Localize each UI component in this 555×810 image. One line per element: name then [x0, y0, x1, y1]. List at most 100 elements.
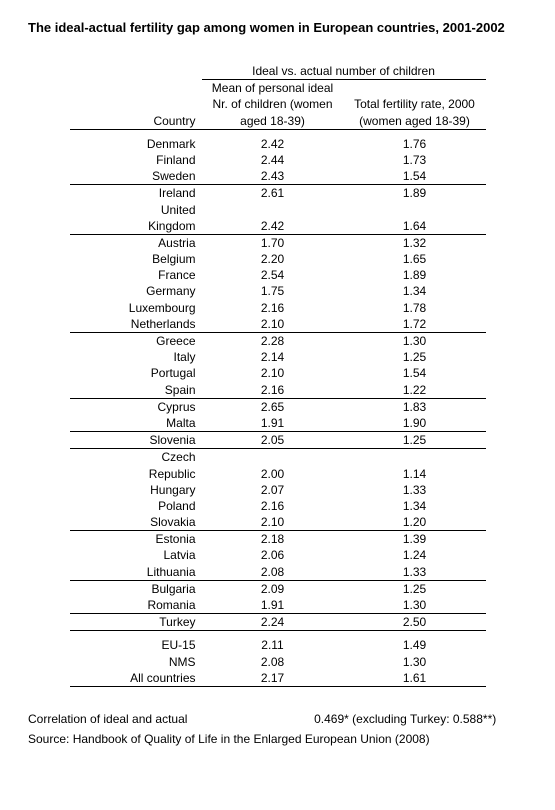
table-row: Turkey2.242.50 [70, 614, 486, 631]
correlation-label: Correlation of ideal and actual [28, 712, 187, 726]
correlation-value: 0.469* (excluding Turkey: 0.588**) [314, 712, 496, 726]
table-row: Finland2.441.73 [70, 152, 486, 168]
cell-tfr: 1.30 [344, 654, 486, 670]
cell-ideal: 1.91 [202, 415, 344, 432]
table-row: Slovenia2.051.25 [70, 432, 486, 449]
cell-ideal: 2.11 [202, 637, 344, 653]
cell-country: Poland [70, 498, 202, 514]
table-row: Romania1.911.30 [70, 597, 486, 614]
table-row: Luxembourg2.161.78 [70, 300, 486, 316]
cell-tfr: 1.54 [344, 168, 486, 185]
fertility-table: Ideal vs. actual number of children Coun… [70, 63, 486, 687]
header-spanning: Ideal vs. actual number of children [202, 63, 486, 80]
cell-ideal: 2.10 [202, 514, 344, 531]
table-row: Malta1.911.90 [70, 415, 486, 432]
cell-tfr: 1.49 [344, 637, 486, 653]
cell-ideal: 2.06 [202, 547, 344, 563]
cell-country: France [70, 267, 202, 283]
cell-tfr: 1.61 [344, 670, 486, 687]
header-ideal: Mean of personal ideal Nr. of children (… [202, 80, 344, 130]
cell-ideal: 2.16 [202, 300, 344, 316]
cell-ideal: 2.10 [202, 365, 344, 381]
table-row: Netherlands2.101.72 [70, 316, 486, 333]
table-row: Austria1.701.32 [70, 234, 486, 251]
cell-ideal: 2.08 [202, 564, 344, 581]
cell-country: Estonia [70, 531, 202, 548]
cell-tfr: 1.25 [344, 349, 486, 365]
table-row: Czech [70, 449, 486, 466]
table-row: United [70, 202, 486, 218]
cell-ideal: 2.16 [202, 498, 344, 514]
cell-ideal: 2.14 [202, 349, 344, 365]
cell-tfr: 1.76 [344, 136, 486, 152]
cell-country: Denmark [70, 136, 202, 152]
cell-tfr: 1.14 [344, 466, 486, 482]
cell-ideal: 2.07 [202, 482, 344, 498]
cell-tfr: 1.30 [344, 333, 486, 350]
cell-tfr: 1.83 [344, 398, 486, 415]
cell-ideal: 2.16 [202, 382, 344, 399]
table-row: Italy2.141.25 [70, 349, 486, 365]
cell-country: Cyprus [70, 398, 202, 415]
page-title: The ideal-actual fertility gap among wom… [28, 20, 527, 35]
cell-ideal: 2.10 [202, 316, 344, 333]
table-row: NMS2.081.30 [70, 654, 486, 670]
cell-ideal: 2.24 [202, 614, 344, 631]
table-row: Germany1.751.34 [70, 283, 486, 299]
cell-tfr: 1.78 [344, 300, 486, 316]
table-row: Kingdom2.421.64 [70, 218, 486, 235]
cell-tfr: 1.54 [344, 365, 486, 381]
cell-country: Latvia [70, 547, 202, 563]
cell-country: Hungary [70, 482, 202, 498]
cell-ideal: 2.42 [202, 136, 344, 152]
cell-tfr: 1.30 [344, 597, 486, 614]
cell-country: United [70, 202, 202, 218]
cell-ideal: 2.00 [202, 466, 344, 482]
cell-country: Ireland [70, 185, 202, 202]
correlation-row: Correlation of ideal and actual 0.469* (… [28, 709, 527, 729]
cell-country: Republic [70, 466, 202, 482]
cell-tfr: 1.34 [344, 498, 486, 514]
cell-country: Greece [70, 333, 202, 350]
table-row: France2.541.89 [70, 267, 486, 283]
cell-ideal: 1.70 [202, 234, 344, 251]
cell-country: Bulgaria [70, 580, 202, 597]
cell-tfr: 1.24 [344, 547, 486, 563]
cell-country: EU-15 [70, 637, 202, 653]
cell-country: Kingdom [70, 218, 202, 235]
header-tfr: Total fertility rate, 2000 (women aged 1… [344, 80, 486, 130]
cell-tfr: 1.22 [344, 382, 486, 399]
table-row: Spain2.161.22 [70, 382, 486, 399]
source-line: Source: Handbook of Quality of Life in t… [28, 729, 527, 749]
table-row: All countries2.171.61 [70, 670, 486, 687]
cell-tfr: 1.89 [344, 185, 486, 202]
cell-country: Luxembourg [70, 300, 202, 316]
cell-ideal: 2.43 [202, 168, 344, 185]
cell-country: Turkey [70, 614, 202, 631]
cell-country: Austria [70, 234, 202, 251]
cell-country: Portugal [70, 365, 202, 381]
cell-country: Czech [70, 449, 202, 466]
cell-tfr: 1.89 [344, 267, 486, 283]
cell-tfr: 1.25 [344, 580, 486, 597]
cell-tfr: 1.32 [344, 234, 486, 251]
table-row: Hungary2.071.33 [70, 482, 486, 498]
cell-ideal: 2.28 [202, 333, 344, 350]
cell-country: Slovakia [70, 514, 202, 531]
cell-country: All countries [70, 670, 202, 687]
table-row: EU-152.111.49 [70, 637, 486, 653]
table-row: Lithuania2.081.33 [70, 564, 486, 581]
cell-ideal: 2.65 [202, 398, 344, 415]
table-row: Estonia2.181.39 [70, 531, 486, 548]
cell-country: NMS [70, 654, 202, 670]
table-row: Portugal2.101.54 [70, 365, 486, 381]
cell-tfr: 1.20 [344, 514, 486, 531]
cell-tfr: 1.25 [344, 432, 486, 449]
cell-ideal: 2.08 [202, 654, 344, 670]
cell-country: Germany [70, 283, 202, 299]
cell-tfr: 1.33 [344, 482, 486, 498]
table-row: Denmark2.421.76 [70, 136, 486, 152]
cell-tfr: 2.50 [344, 614, 486, 631]
cell-country: Lithuania [70, 564, 202, 581]
cell-country: Romania [70, 597, 202, 614]
